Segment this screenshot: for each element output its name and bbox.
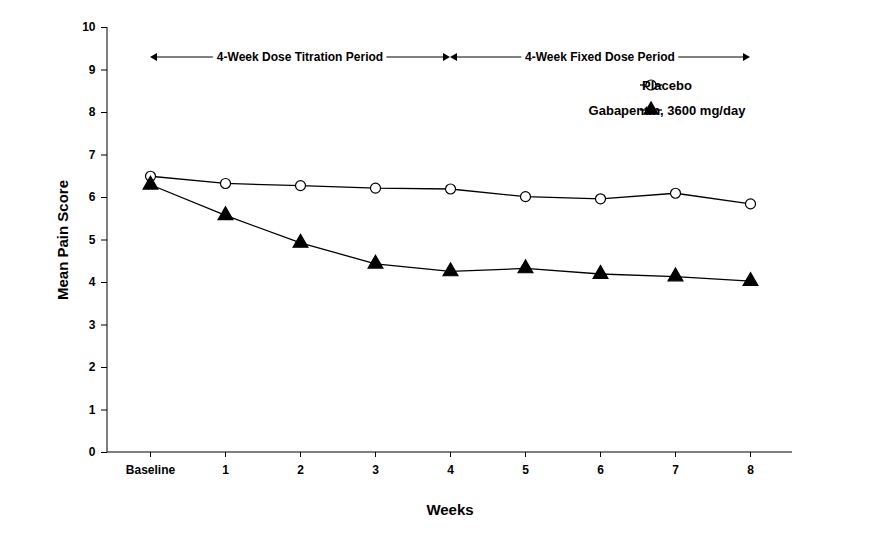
svg-text:3: 3 [372,463,379,477]
svg-text:Mean Pain Score: Mean Pain Score [54,180,71,300]
svg-text:7: 7 [672,463,679,477]
svg-text:Weeks: Weeks [426,501,473,518]
svg-text:6: 6 [597,463,604,477]
svg-text:4: 4 [89,275,96,289]
svg-text:Placebo: Placebo [642,78,692,93]
svg-text:8: 8 [747,463,754,477]
svg-text:2: 2 [89,360,96,374]
svg-text:4-Week Fixed Dose Period: 4-Week Fixed Dose Period [525,50,675,64]
svg-text:9: 9 [89,63,96,77]
svg-text:3: 3 [89,318,96,332]
svg-text:Baseline: Baseline [126,463,176,477]
svg-text:6: 6 [89,190,96,204]
svg-text:0: 0 [89,445,96,459]
svg-text:4-Week Dose Titration Period: 4-Week Dose Titration Period [217,50,383,64]
svg-text:10: 10 [82,20,96,34]
svg-text:8: 8 [89,105,96,119]
svg-text:1: 1 [222,463,229,477]
svg-text:4: 4 [447,463,454,477]
svg-text:2: 2 [297,463,304,477]
svg-text:1: 1 [89,403,96,417]
svg-text:5: 5 [89,233,96,247]
svg-text:5: 5 [522,463,529,477]
svg-text:7: 7 [89,148,96,162]
svg-text:Gabapentin, 3600 mg/day: Gabapentin, 3600 mg/day [589,103,747,118]
